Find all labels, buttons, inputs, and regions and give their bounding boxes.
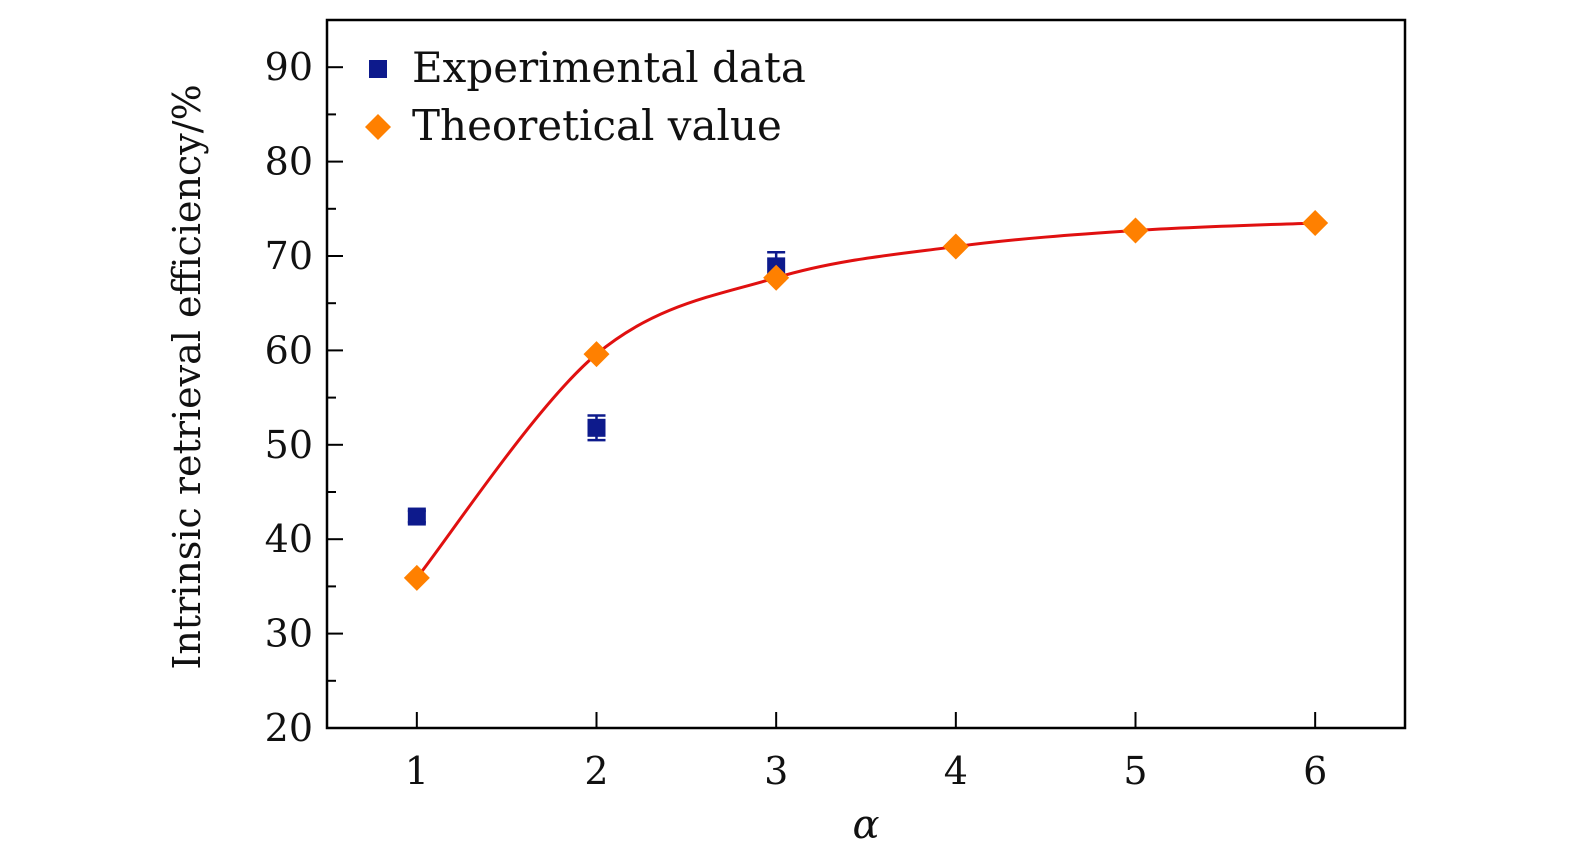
y-axis-label: Intrinsic retrieval efficiency/% bbox=[165, 84, 209, 669]
theoretical-point bbox=[942, 233, 969, 260]
x-tick-label: 3 bbox=[764, 749, 788, 793]
fit-curve-group bbox=[415, 221, 1316, 579]
axes-group: 20 30 40 50 60 70 80 90 1 2 3 4 5 6 bbox=[265, 18, 1407, 793]
x-tick-label: 6 bbox=[1303, 749, 1327, 793]
theoretical-point bbox=[763, 264, 790, 291]
y-tick-label: 20 bbox=[265, 706, 313, 750]
legend-marker-experimental bbox=[369, 60, 387, 78]
legend-label-theoretical: Theoretical value bbox=[412, 101, 782, 150]
legend: Experimental data Theoretical value bbox=[365, 43, 806, 150]
y-tick-label: 90 bbox=[265, 45, 313, 89]
experimental-point bbox=[587, 418, 606, 437]
x-tick-label: 4 bbox=[944, 749, 968, 793]
x-tick-label: 2 bbox=[584, 749, 608, 793]
y-tick-label: 40 bbox=[265, 517, 313, 561]
y-tick-label: 80 bbox=[265, 140, 313, 184]
y-tick-label: 50 bbox=[265, 423, 313, 467]
data-points-group bbox=[403, 209, 1329, 591]
theoretical-point bbox=[403, 564, 430, 591]
fit-curve-line bbox=[415, 221, 1316, 579]
y-tick-label: 30 bbox=[265, 612, 313, 656]
theoretical-point bbox=[1122, 217, 1149, 244]
theoretical-point bbox=[583, 341, 610, 368]
x-tick-label: 5 bbox=[1123, 749, 1147, 793]
experimental-point bbox=[407, 507, 426, 526]
y-tick-label: 70 bbox=[265, 234, 313, 278]
y-tick-label: 60 bbox=[265, 328, 313, 372]
theoretical-point bbox=[1302, 209, 1329, 236]
legend-marker-theoretical bbox=[365, 114, 391, 140]
x-axis-label: α bbox=[852, 802, 879, 848]
x-tick-label: 1 bbox=[405, 749, 429, 793]
legend-label-experimental: Experimental data bbox=[412, 43, 806, 92]
plot-frame bbox=[325, 18, 1407, 730]
